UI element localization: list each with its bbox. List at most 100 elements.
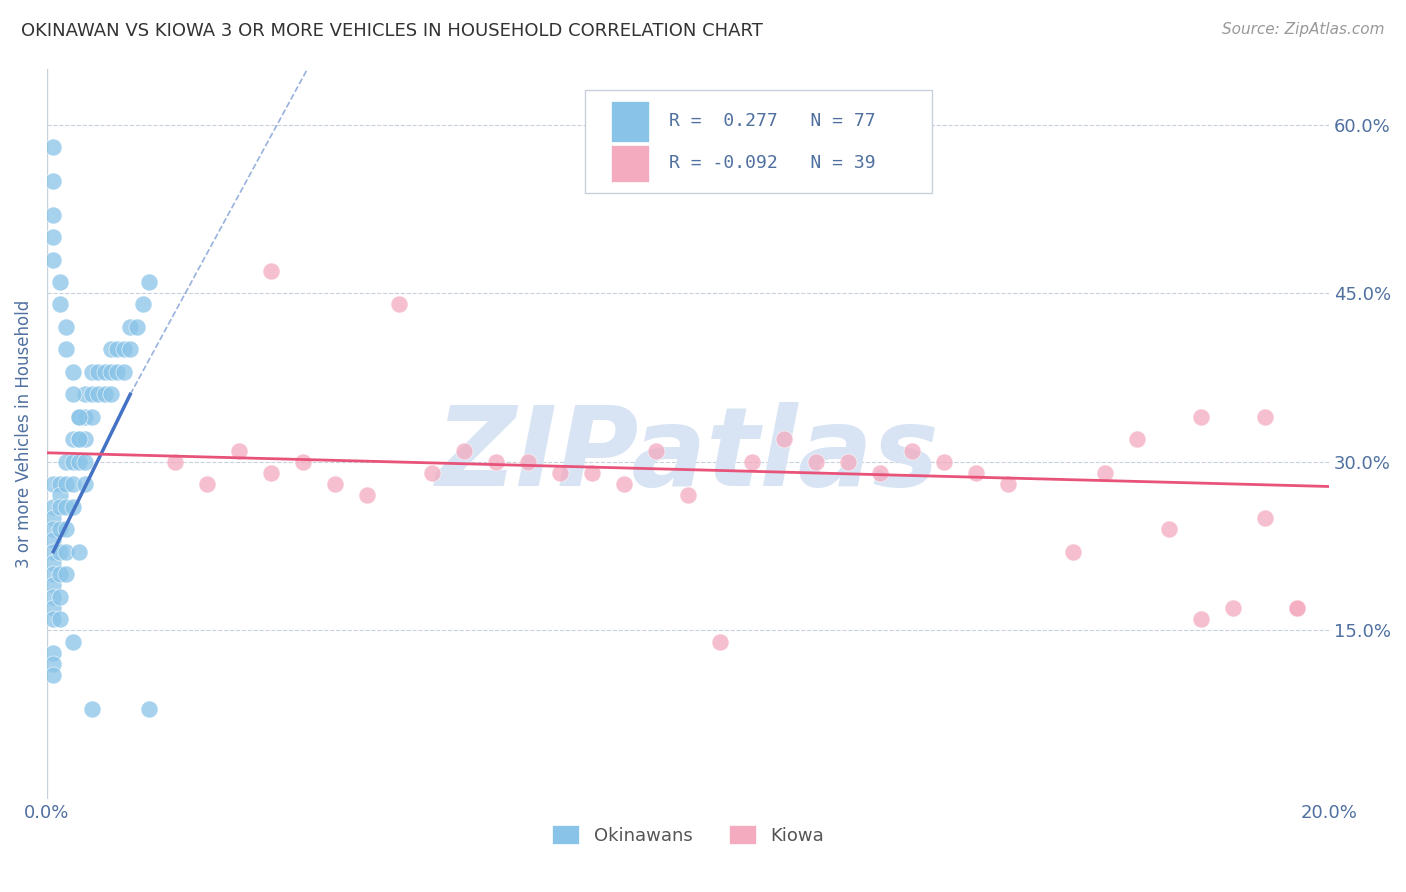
Point bbox=[1062, 544, 1084, 558]
Point bbox=[55, 567, 77, 582]
Point bbox=[901, 443, 924, 458]
Point bbox=[112, 365, 135, 379]
Point bbox=[55, 477, 77, 491]
Point bbox=[107, 365, 129, 379]
Point bbox=[741, 455, 763, 469]
Point bbox=[80, 409, 103, 424]
Point bbox=[48, 590, 70, 604]
Point bbox=[67, 432, 90, 446]
Point bbox=[62, 634, 84, 648]
Point bbox=[548, 466, 571, 480]
Point bbox=[80, 365, 103, 379]
Point bbox=[325, 477, 347, 491]
Point bbox=[485, 455, 508, 469]
Point bbox=[228, 443, 250, 458]
Bar bbox=[612, 145, 650, 182]
Point bbox=[42, 590, 65, 604]
Point bbox=[644, 443, 666, 458]
Point bbox=[42, 668, 65, 682]
Point bbox=[1189, 612, 1212, 626]
Point bbox=[75, 409, 97, 424]
Point bbox=[42, 174, 65, 188]
Point bbox=[356, 488, 378, 502]
Text: ZIPatlas: ZIPatlas bbox=[436, 402, 939, 509]
Point bbox=[42, 252, 65, 267]
Point bbox=[42, 230, 65, 244]
Point bbox=[292, 455, 315, 469]
Point bbox=[48, 612, 70, 626]
Point bbox=[138, 275, 160, 289]
Point bbox=[62, 500, 84, 514]
Point bbox=[195, 477, 218, 491]
Point bbox=[80, 387, 103, 401]
Point bbox=[48, 275, 70, 289]
Point bbox=[48, 488, 70, 502]
Point bbox=[42, 556, 65, 570]
Point bbox=[62, 365, 84, 379]
Point bbox=[67, 409, 90, 424]
Point bbox=[48, 567, 70, 582]
Point bbox=[42, 612, 65, 626]
Point bbox=[55, 522, 77, 536]
Point bbox=[165, 455, 187, 469]
Point bbox=[100, 365, 122, 379]
Point bbox=[67, 432, 90, 446]
Point bbox=[42, 522, 65, 536]
Point bbox=[804, 455, 827, 469]
Point bbox=[75, 432, 97, 446]
Point bbox=[87, 387, 110, 401]
Point bbox=[100, 387, 122, 401]
Point bbox=[42, 544, 65, 558]
Point bbox=[42, 500, 65, 514]
Point bbox=[120, 320, 142, 334]
Point bbox=[62, 387, 84, 401]
Point bbox=[42, 567, 65, 582]
Point bbox=[75, 455, 97, 469]
Point bbox=[1254, 409, 1277, 424]
Point bbox=[613, 477, 636, 491]
Point bbox=[42, 533, 65, 548]
Point bbox=[42, 477, 65, 491]
Point bbox=[48, 297, 70, 311]
Point bbox=[55, 455, 77, 469]
Point bbox=[1285, 600, 1308, 615]
Point bbox=[55, 343, 77, 357]
Bar bbox=[612, 102, 650, 142]
Point bbox=[80, 702, 103, 716]
Text: R = -0.092   N = 39: R = -0.092 N = 39 bbox=[669, 154, 876, 172]
Point bbox=[75, 477, 97, 491]
Point bbox=[48, 522, 70, 536]
Point bbox=[107, 343, 129, 357]
Point bbox=[1157, 522, 1180, 536]
Point bbox=[132, 297, 155, 311]
Point bbox=[125, 320, 148, 334]
Point bbox=[1222, 600, 1244, 615]
Point bbox=[709, 634, 731, 648]
Point bbox=[1125, 432, 1147, 446]
Point bbox=[42, 208, 65, 222]
Point bbox=[42, 578, 65, 592]
Point bbox=[869, 466, 891, 480]
Point bbox=[67, 455, 90, 469]
Point bbox=[676, 488, 699, 502]
Point bbox=[62, 432, 84, 446]
Point bbox=[48, 477, 70, 491]
FancyBboxPatch shape bbox=[585, 90, 932, 193]
Point bbox=[1189, 409, 1212, 424]
Point bbox=[934, 455, 956, 469]
Point bbox=[260, 466, 283, 480]
Point bbox=[837, 455, 859, 469]
Point bbox=[1254, 511, 1277, 525]
Point bbox=[1285, 600, 1308, 615]
Point bbox=[42, 600, 65, 615]
Point bbox=[55, 544, 77, 558]
Point bbox=[120, 343, 142, 357]
Point bbox=[55, 500, 77, 514]
Text: R =  0.277   N = 77: R = 0.277 N = 77 bbox=[669, 112, 876, 130]
Point bbox=[62, 477, 84, 491]
Point bbox=[67, 409, 90, 424]
Text: Source: ZipAtlas.com: Source: ZipAtlas.com bbox=[1222, 22, 1385, 37]
Point bbox=[48, 500, 70, 514]
Point bbox=[1094, 466, 1116, 480]
Point bbox=[138, 702, 160, 716]
